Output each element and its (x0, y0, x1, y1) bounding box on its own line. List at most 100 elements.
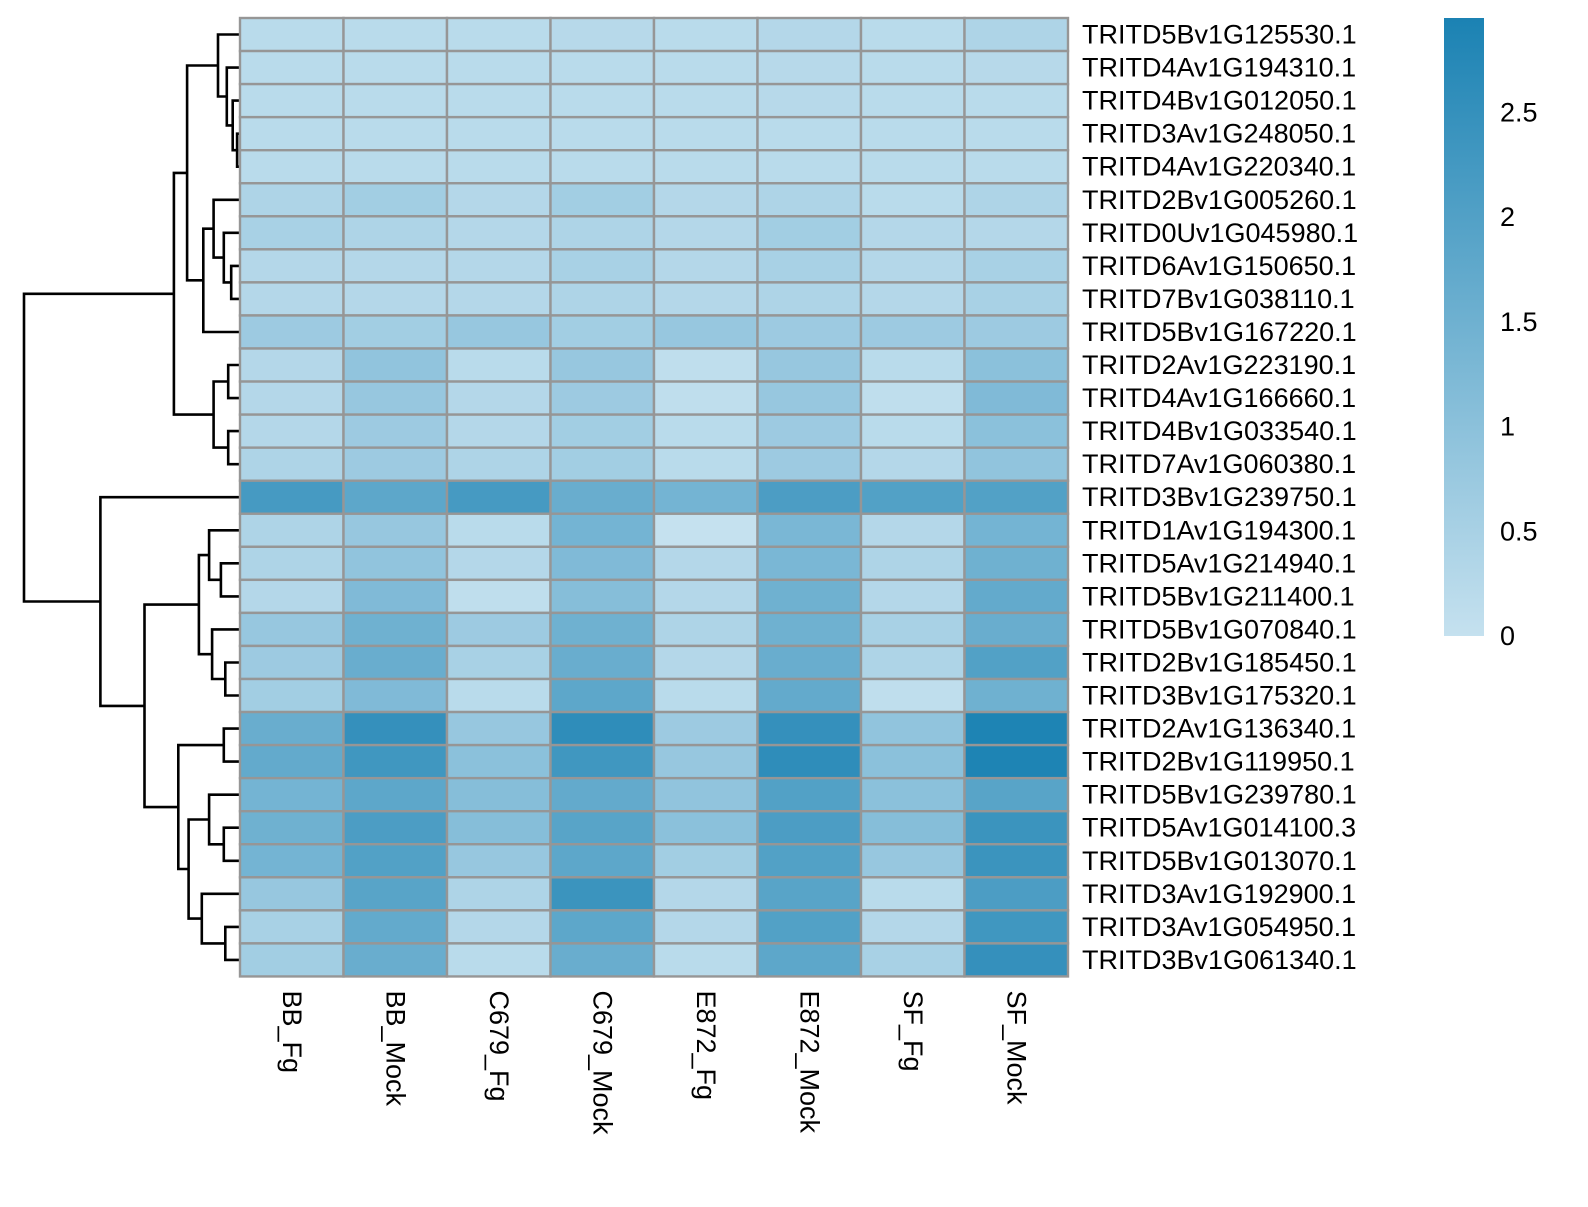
heatmap-cell (445, 810, 552, 846)
row-label: TRITD6Av1G150650.1 (1082, 251, 1356, 281)
heatmap-cell (549, 578, 656, 615)
heatmap-cell (859, 182, 966, 218)
heatmap-cell (963, 148, 1070, 185)
heatmap-cell (445, 776, 552, 813)
heatmap-cell (549, 82, 656, 119)
heatmap-cell (342, 578, 449, 615)
heatmap-cell (549, 843, 656, 879)
heatmap-cell (756, 314, 863, 350)
heatmap-cell (342, 942, 449, 978)
heatmap-cell (652, 148, 759, 185)
heatmap-cell (756, 644, 863, 681)
heatmap-cell (859, 545, 966, 582)
row-label: TRITD4Bv1G033540.1 (1082, 416, 1357, 446)
row-labels: TRITD5Bv1G125530.1TRITD4Av1G194310.1TRIT… (1082, 20, 1358, 975)
dendrogram-branch (143, 603, 199, 809)
heatmap-cell (756, 446, 863, 482)
heatmap-cell (238, 248, 345, 284)
row-label: TRITD7Av1G060380.1 (1082, 449, 1356, 479)
heatmap-cell (342, 776, 449, 813)
heatmap-cell (756, 16, 863, 53)
heatmap-cell (963, 413, 1070, 449)
dendrogram-branch (22, 292, 174, 603)
heatmap-cell (756, 743, 863, 780)
heatmap-cell (963, 810, 1070, 846)
heatmap-cell (238, 810, 345, 846)
column-label: C679_Fg (484, 990, 514, 1101)
heatmap-cell (652, 843, 759, 879)
heatmap-cell (859, 380, 966, 416)
dendrogram-branch (224, 925, 240, 962)
heatmap-cell (342, 545, 449, 582)
row-label: TRITD1Av1G194300.1 (1082, 515, 1356, 545)
heatmap-cell (238, 115, 345, 152)
row-label: TRITD4Av1G194310.1 (1082, 53, 1356, 83)
column-label: E872_Fg (691, 990, 721, 1100)
heatmap-cell (859, 843, 966, 879)
dendrogram-branch (212, 198, 240, 259)
heatmap-cell (342, 743, 449, 780)
heatmap-cell (549, 182, 656, 218)
column-label: BB_Fg (277, 990, 307, 1073)
row-label: TRITD4Av1G220340.1 (1082, 152, 1356, 182)
heatmap-cell (652, 545, 759, 582)
heatmap-cell (963, 776, 1070, 813)
heatmap-cell (238, 446, 345, 482)
heatmap-cell (756, 182, 863, 218)
heatmap-cell (549, 281, 656, 317)
heatmap-cell (549, 776, 656, 813)
heatmap-cell (859, 82, 966, 119)
heatmap-cell (342, 380, 449, 416)
heatmap-cell (549, 644, 656, 681)
heatmap-cell (652, 347, 759, 383)
heatmap-cell (756, 611, 863, 648)
heatmap-cell (445, 611, 552, 648)
heatmap-cell (445, 82, 552, 119)
heatmap-cell (859, 479, 966, 515)
heatmap-cell (342, 644, 449, 681)
row-label: TRITD2Bv1G185450.1 (1082, 647, 1357, 677)
heatmap-cell (859, 215, 966, 251)
heatmap-cell (652, 512, 759, 548)
colorbar-tick-label: 2 (1500, 202, 1515, 232)
heatmap-cell (652, 578, 759, 615)
heatmap-cell (445, 413, 552, 449)
heatmap-cell (652, 776, 759, 813)
heatmap-cell (549, 743, 656, 780)
heatmap-cell (238, 479, 345, 515)
heatmap-cell (238, 909, 345, 945)
row-label: TRITD2Bv1G005260.1 (1082, 185, 1357, 215)
colorbar-tick-label: 2.5 (1500, 97, 1538, 127)
heatmap-cell (549, 446, 656, 482)
row-label: TRITD4Bv1G012050.1 (1082, 86, 1357, 116)
heatmap-cell (652, 876, 759, 912)
heatmap-cell (756, 248, 863, 284)
colorbar (1444, 18, 1484, 636)
heatmap-cell (342, 248, 449, 284)
colorbar-tick-label: 0.5 (1500, 516, 1538, 546)
heatmap-cell (756, 347, 863, 383)
dendrogram-branch (216, 33, 240, 98)
dendrogram-branch (172, 171, 214, 416)
row-label: TRITD5Bv1G167220.1 (1082, 317, 1357, 347)
heatmap-cell (549, 148, 656, 185)
heatmap-cell (756, 413, 863, 449)
heatmap-cell (859, 776, 966, 813)
heatmap-cell (342, 347, 449, 383)
heatmap-cell (756, 710, 863, 747)
dendrogram-branch (177, 743, 224, 871)
heatmap-cell (963, 644, 1070, 681)
heatmap-cell (549, 909, 656, 945)
heatmap-cell (756, 545, 863, 582)
heatmap-cell (652, 644, 759, 681)
heatmap-cell (859, 611, 966, 648)
heatmap-cell (963, 16, 1070, 53)
heatmap-cell (342, 182, 449, 218)
heatmap-cell (963, 380, 1070, 416)
heatmap-cell (859, 115, 966, 152)
dendrogram-branch (99, 495, 240, 708)
column-labels: BB_Fg BB_Mock C679_Fg C679_Mock E872_Fg E872_… (277, 990, 1032, 1135)
heatmap-cell (859, 909, 966, 945)
heatmap-cell (549, 248, 656, 284)
heatmap-cell (445, 347, 552, 383)
